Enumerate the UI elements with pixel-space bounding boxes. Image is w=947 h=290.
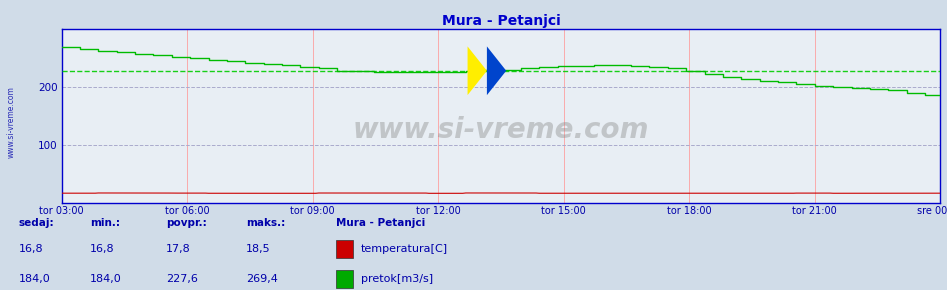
Text: 227,6: 227,6 xyxy=(166,274,198,284)
Text: min.:: min.: xyxy=(90,218,120,229)
Text: 16,8: 16,8 xyxy=(90,244,115,254)
Text: maks.:: maks.: xyxy=(246,218,285,229)
Text: www.si-vreme.com: www.si-vreme.com xyxy=(7,86,16,158)
Bar xyxy=(336,270,353,288)
Text: 184,0: 184,0 xyxy=(90,274,122,284)
Text: 18,5: 18,5 xyxy=(246,244,271,254)
Text: temperatura[C]: temperatura[C] xyxy=(361,244,448,254)
Text: sedaj:: sedaj: xyxy=(19,218,55,229)
Text: Mura - Petanjci: Mura - Petanjci xyxy=(336,218,425,229)
Polygon shape xyxy=(468,46,487,95)
Text: 184,0: 184,0 xyxy=(19,274,51,284)
Text: www.si-vreme.com: www.si-vreme.com xyxy=(352,116,650,144)
Text: 16,8: 16,8 xyxy=(19,244,44,254)
Text: povpr.:: povpr.: xyxy=(166,218,206,229)
Title: Mura - Petanjci: Mura - Petanjci xyxy=(441,14,561,28)
Text: pretok[m3/s]: pretok[m3/s] xyxy=(361,274,433,284)
Text: 17,8: 17,8 xyxy=(166,244,190,254)
Bar xyxy=(336,240,353,258)
Polygon shape xyxy=(487,46,507,95)
Text: 269,4: 269,4 xyxy=(246,274,278,284)
